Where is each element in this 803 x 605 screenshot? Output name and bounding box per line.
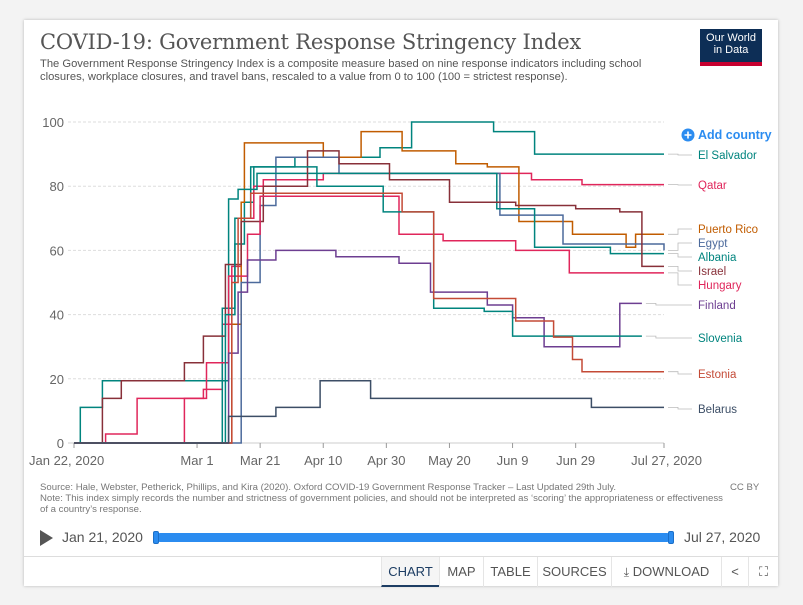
series-line-puerto-rico[interactable] xyxy=(74,130,664,444)
owid-logo[interactable]: Our World in Data xyxy=(700,29,762,66)
x-tick-label: Jun 29 xyxy=(556,453,595,468)
source-text: Source: Hale, Webster, Petherick, Philli… xyxy=(40,482,617,493)
x-tick-label: May 20 xyxy=(428,453,471,468)
x-axis: Jan 22, 2020 Mar 1 Mar 21 Apr 10 Apr 30 May 2… xyxy=(29,443,702,468)
chart-card: COVID-19: Government Response Stringency… xyxy=(24,20,778,587)
add-country-label[interactable]: Add country xyxy=(698,128,772,142)
chart-title: COVID-19: Government Response Stringency… xyxy=(40,30,582,54)
x-tick-label: Jan 22, 2020 xyxy=(29,453,104,468)
series-label[interactable]: Qatar xyxy=(698,180,727,192)
y-tick-label: 100 xyxy=(42,115,64,130)
timeline-end-handle[interactable] xyxy=(668,531,674,544)
series-line-estonia[interactable] xyxy=(74,192,664,444)
x-tick-label: Mar 21 xyxy=(240,453,280,468)
logo-line-1: Our World xyxy=(706,32,756,44)
grid-layer: 0 20 40 60 80 100 xyxy=(42,115,664,451)
x-tick-label: Mar 1 xyxy=(180,453,213,468)
license-label[interactable]: CC BY xyxy=(730,482,760,493)
tab-download[interactable]: ⤓ DOWNLOAD xyxy=(611,557,721,587)
x-tick-label: Jul 27, 2020 xyxy=(631,453,702,468)
x-tick-label: Apr 10 xyxy=(304,453,342,468)
play-icon[interactable] xyxy=(40,530,53,546)
timeline: Jan 21, 2020 Jul 27, 2020 xyxy=(40,528,770,548)
label-connector xyxy=(668,228,692,235)
note-text: Note: This index simply records the numb… xyxy=(40,493,723,515)
y-tick-label: 0 xyxy=(57,436,64,451)
series-line-slovenia[interactable] xyxy=(74,166,642,444)
series-label[interactable]: Israel xyxy=(698,266,726,278)
y-tick-label: 40 xyxy=(50,308,64,323)
series-line-finland[interactable] xyxy=(74,249,642,444)
label-connector xyxy=(668,407,692,410)
series-line-el-salvador[interactable] xyxy=(74,121,664,444)
tab-map[interactable]: MAP xyxy=(439,557,483,587)
label-connector xyxy=(668,266,692,272)
series-line-qatar[interactable] xyxy=(74,172,664,444)
x-tick-label: Apr 30 xyxy=(367,453,405,468)
series-line-egypt[interactable] xyxy=(74,156,665,444)
label-connector xyxy=(668,371,692,375)
series-label[interactable]: Slovenia xyxy=(698,333,743,345)
series-line-belarus[interactable] xyxy=(74,379,664,444)
y-tick-label: 20 xyxy=(50,372,64,387)
label-connector xyxy=(668,153,692,156)
series-label[interactable]: Egypt xyxy=(698,238,728,250)
series-line-hungary[interactable] xyxy=(74,195,664,444)
tab-chart[interactable]: CHART xyxy=(381,557,439,587)
timeline-start-label: Jan 21, 2020 xyxy=(62,529,143,545)
series-label[interactable]: Belarus xyxy=(698,404,737,416)
logo-accent-bar xyxy=(700,62,762,66)
series-lines xyxy=(74,121,665,444)
y-tick-label: 60 xyxy=(50,243,64,258)
y-tick-label: 80 xyxy=(50,179,64,194)
label-connector xyxy=(645,303,692,306)
label-connector xyxy=(668,272,692,286)
add-country-button[interactable]: Add country xyxy=(681,128,772,142)
series-label[interactable]: Puerto Rico xyxy=(698,224,758,236)
tab-table[interactable]: TABLE xyxy=(483,557,537,587)
download-label: DOWNLOAD xyxy=(632,564,710,579)
x-tick-label: Jun 9 xyxy=(497,453,529,468)
series-label[interactable]: Finland xyxy=(698,300,736,312)
label-connector xyxy=(645,335,692,339)
add-icon-plus xyxy=(684,131,692,139)
timeline-slider-track[interactable] xyxy=(156,533,671,542)
logo-line-2: in Data xyxy=(713,44,749,56)
timeline-end-label: Jul 27, 2020 xyxy=(684,529,761,545)
chart-footer: Source: Hale, Webster, Petherick, Philli… xyxy=(40,482,730,515)
series-label[interactable]: Hungary xyxy=(698,280,742,292)
series-line-israel[interactable] xyxy=(74,150,664,444)
series-line-albania[interactable] xyxy=(74,172,664,444)
label-connector xyxy=(668,253,692,258)
label-connector xyxy=(668,242,692,251)
series-labels: El Salvador Qatar Puerto Rico Egypt Albania I… xyxy=(645,150,758,416)
line-chart: 0 20 40 60 80 100 Jan 22, 2020 Mar 1 Mar 21 Apr … xyxy=(29,115,772,468)
tab-sources[interactable]: SOURCES xyxy=(537,557,611,587)
timeline-start-handle[interactable] xyxy=(153,531,159,544)
fullscreen-icon[interactable]: ⛶ xyxy=(748,557,778,587)
controls-bar: CHART MAP TABLE SOURCES ⤓ DOWNLOAD < ⛶ xyxy=(24,556,778,587)
download-icon: ⤓ xyxy=(623,565,630,579)
series-label[interactable]: Albania xyxy=(698,252,737,264)
chart-subtitle: The Government Response Stringency Index… xyxy=(40,58,642,83)
series-label[interactable]: El Salvador xyxy=(698,150,757,162)
share-icon[interactable]: < xyxy=(721,557,748,587)
series-label[interactable]: Estonia xyxy=(698,369,737,381)
